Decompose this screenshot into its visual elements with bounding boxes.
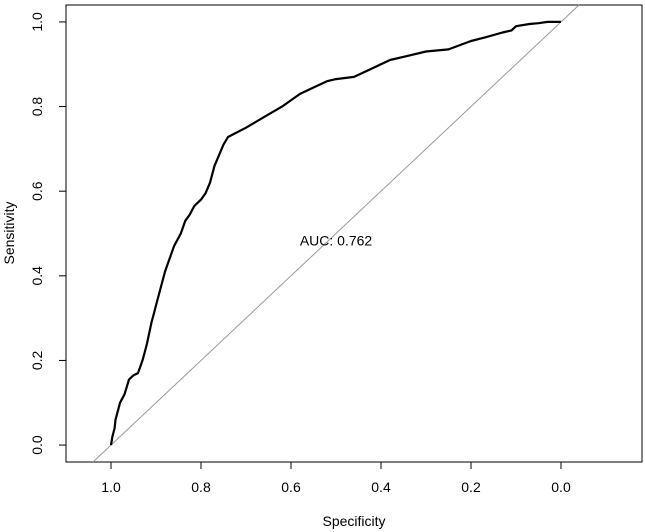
x-tick-label: 0.0 xyxy=(551,479,571,495)
y-axis-label: Sensitivity xyxy=(1,201,17,264)
y-tick-label: 0.0 xyxy=(29,435,45,455)
x-tick-label: 0.2 xyxy=(461,479,481,495)
x-tick-label: 0.8 xyxy=(191,479,211,495)
y-tick-label: 1.0 xyxy=(29,12,45,32)
y-tick-label: 0.8 xyxy=(29,97,45,117)
auc-annotation: AUC: 0.762 xyxy=(300,233,373,249)
x-tick-label: 0.4 xyxy=(371,479,391,495)
y-axis: 0.0 0.2 0.4 0.6 0.8 1.0 xyxy=(29,12,66,455)
x-axis: 1.0 0.8 0.6 0.4 0.2 0.0 xyxy=(101,462,571,495)
x-tick-label: 1.0 xyxy=(101,479,121,495)
x-tick-label: 0.6 xyxy=(281,479,301,495)
y-tick-label: 0.6 xyxy=(29,181,45,201)
y-tick-label: 0.2 xyxy=(29,351,45,371)
x-axis-label: Specificity xyxy=(322,513,385,529)
y-tick-label: 0.4 xyxy=(29,266,45,286)
